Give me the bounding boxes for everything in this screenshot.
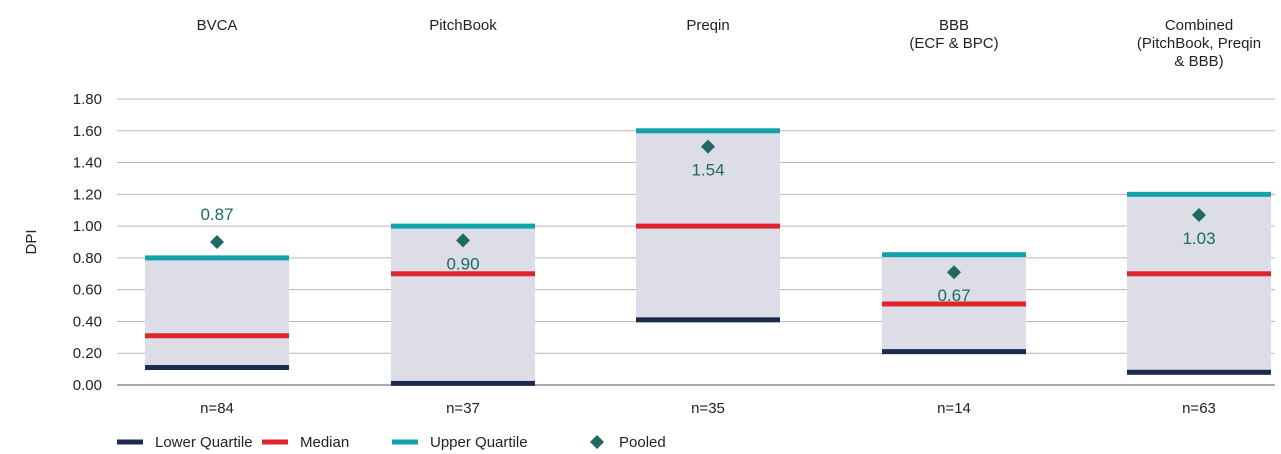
sample-size-label: n=35 xyxy=(691,400,725,417)
sample-size-label: n=37 xyxy=(446,400,480,417)
pooled-value-label: 0.67 xyxy=(937,286,970,305)
upper-quartile-line xyxy=(636,128,780,134)
legend: Lower Quartile Median Upper Quartile Pooled xyxy=(117,434,666,451)
sample-size-labels: n=84 n=37 n=35 n=14 n=63 xyxy=(200,400,1216,417)
y-tick-label: 1.60 xyxy=(73,123,102,140)
category-label: PitchBook xyxy=(429,17,497,34)
pooled-value-label: 1.03 xyxy=(1182,229,1215,248)
pooled-marker xyxy=(456,233,470,248)
quartile-boxes: 0.87 0.90 1.54 0.67 1.03 xyxy=(145,128,1271,386)
lower-quartile-line xyxy=(636,317,780,323)
y-tick-label: 0.40 xyxy=(73,313,102,330)
legend-label: Upper Quartile xyxy=(430,434,528,451)
category-label-line: & BBB) xyxy=(1174,53,1223,70)
lower-quartile-line xyxy=(391,380,535,386)
pooled-marker xyxy=(701,139,715,154)
upper-quartile-line xyxy=(145,255,289,261)
sample-size-label: n=84 xyxy=(200,400,234,417)
upper-quartile-line xyxy=(391,223,535,229)
y-axis-label: DPI xyxy=(23,229,40,254)
category-label-line: (PitchBook, Preqin xyxy=(1137,35,1261,52)
y-tick-label: 0.80 xyxy=(73,250,102,267)
category-label: Combined (PitchBook, Preqin & BBB) xyxy=(1137,17,1261,70)
lower-quartile-line xyxy=(882,349,1026,355)
category-label: BVCA xyxy=(197,17,238,34)
lower-quartile-line xyxy=(145,365,289,371)
quartile-box-group: 1.03 xyxy=(1127,191,1271,375)
legend-label: Lower Quartile xyxy=(155,434,253,451)
lower-quartile-line xyxy=(1127,369,1271,375)
pooled-marker xyxy=(210,235,224,249)
y-tick-label: 1.40 xyxy=(73,155,102,172)
category-labels: BVCA PitchBook Preqin BBB (ECF & BPC) Combine… xyxy=(197,17,1262,70)
interquartile-box xyxy=(391,226,535,384)
pooled-value-label: 0.90 xyxy=(446,254,479,273)
legend-swatch xyxy=(590,435,604,449)
category-label-line: (ECF & BPC) xyxy=(909,35,998,52)
pooled-value-label: 1.54 xyxy=(691,161,724,180)
sample-size-label: n=14 xyxy=(937,400,971,417)
quartile-box-group: 1.54 xyxy=(636,128,780,323)
median-line xyxy=(882,301,1026,307)
pooled-value-label: 0.87 xyxy=(200,205,233,224)
sample-size-label: n=63 xyxy=(1182,400,1216,417)
y-tick-label: 0.60 xyxy=(73,282,102,299)
upper-quartile-line xyxy=(882,252,1026,258)
pooled-marker xyxy=(947,265,961,280)
category-label: Preqin xyxy=(686,17,729,34)
category-label: BBB (ECF & BPC) xyxy=(909,17,998,52)
y-axis-ticks: 0.00 0.20 0.40 0.60 0.80 1.00 1.20 1.40 1.60 1.80 xyxy=(73,91,102,394)
legend-label: Median xyxy=(300,434,349,451)
quartile-box-group: 0.90 xyxy=(391,223,535,386)
legend-swatch xyxy=(117,439,143,445)
interquartile-box xyxy=(145,257,289,368)
quartile-box-group: 0.67 xyxy=(882,252,1026,355)
y-tick-label: 0.20 xyxy=(73,345,102,362)
category-label-line: Preqin xyxy=(686,17,729,34)
upper-quartile-line xyxy=(1127,191,1271,197)
y-tick-label: 0.00 xyxy=(73,377,102,394)
median-line xyxy=(391,271,535,277)
legend-swatch xyxy=(262,439,288,445)
y-tick-label: 1.80 xyxy=(73,91,102,108)
quartile-box-group: 0.87 xyxy=(145,205,289,371)
category-label-line: Combined xyxy=(1165,17,1233,34)
median-line xyxy=(636,223,780,229)
category-label-line: BBB xyxy=(939,17,969,34)
y-tick-label: 1.20 xyxy=(73,186,102,203)
legend-label: Pooled xyxy=(619,434,666,451)
interquartile-box xyxy=(1127,194,1271,373)
legend-swatch xyxy=(392,439,418,445)
category-label-line: PitchBook xyxy=(429,17,497,34)
median-line xyxy=(145,333,289,339)
pooled-marker xyxy=(1192,207,1206,222)
category-label-line: BVCA xyxy=(197,17,238,34)
y-tick-label: 1.00 xyxy=(73,218,102,235)
median-line xyxy=(1127,271,1271,277)
